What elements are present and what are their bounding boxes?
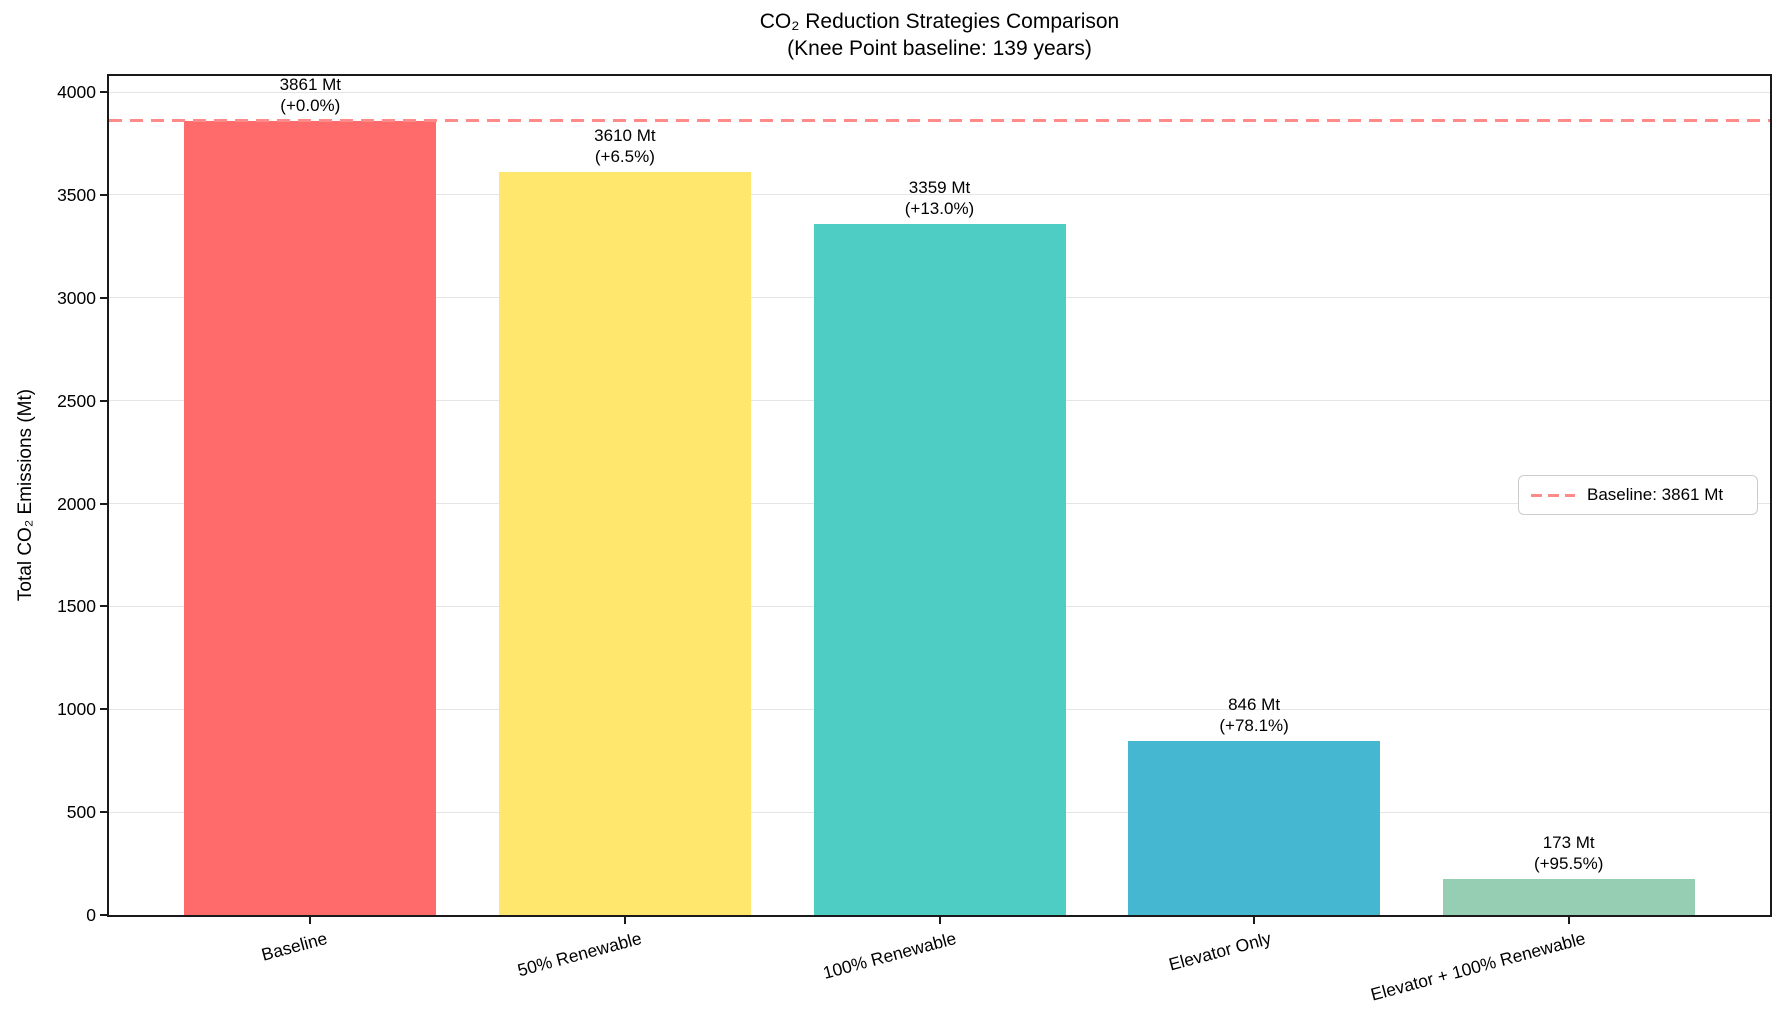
ytick-mark	[100, 193, 108, 196]
xtick-label-100-renewable: 100% Renewable	[820, 928, 959, 983]
bar-baseline	[184, 120, 437, 915]
bar-value-text: 3861 Mt	[279, 74, 342, 94]
bar-value-text: 3610 Mt	[594, 126, 656, 146]
bar-value-text: 173 Mt	[1542, 833, 1595, 853]
xtick-mark	[309, 916, 312, 924]
ytick-label-3000: 3000	[57, 287, 96, 308]
legend-label: Baseline: 3861 Mt	[1587, 485, 1724, 504]
xtick-mark	[623, 916, 626, 924]
plot-area: 3861 Mt (+0.0%) 3610 Mt (+6.5%) 3359 Mt (+13.…	[107, 74, 1772, 917]
bar-percent-text: (+0.0%)	[280, 95, 341, 115]
bar-value-text: 846 Mt	[1228, 694, 1281, 714]
xtick-mark	[1567, 916, 1570, 924]
ytick-mark	[100, 914, 108, 916]
ytick-mark	[100, 296, 108, 299]
bar-label: 3359 Mt (+13.0%)	[814, 177, 1066, 219]
bar-50-renewable	[498, 172, 751, 915]
bar-elevator-only	[1128, 740, 1381, 915]
bar-label: 3861 Mt (+0.0%)	[184, 74, 436, 116]
baseline-dash-icon	[1531, 493, 1575, 497]
xtick-label-baseline: Baseline	[259, 928, 330, 965]
ytick-label-2500: 2500	[57, 390, 96, 411]
xtick-label-elevator-only: Elevator Only	[1166, 928, 1274, 975]
gridline-3500	[109, 194, 1770, 196]
ytick-mark	[100, 91, 108, 93]
bar-percent-text: (+78.1%)	[1219, 715, 1289, 735]
bar-value-text: 3359 Mt	[908, 177, 971, 197]
ytick-mark	[100, 605, 108, 608]
xtick-label-50-renewable: 50% Renewable	[515, 928, 645, 981]
bar-100-renewable	[813, 223, 1066, 915]
ytick-label-1000: 1000	[57, 699, 96, 720]
bar-percent-text: (+13.0%)	[904, 198, 975, 218]
ytick-label-1500: 1500	[57, 596, 96, 617]
ytick-label-3500: 3500	[57, 184, 96, 205]
chart-title-block: CO₂ Reduction Strategies Comparison (Kne…	[109, 8, 1770, 62]
bar-percent-text: (+6.5%)	[594, 147, 655, 167]
xtick-mark	[938, 916, 941, 924]
bar-percent-text: (+95.5%)	[1533, 854, 1604, 874]
ytick-label-4000: 4000	[57, 82, 96, 102]
ytick-mark	[100, 399, 108, 402]
ytick-label-0: 0	[86, 905, 96, 925]
bar-elevator-100-renewable	[1442, 879, 1695, 915]
xtick-mark	[1253, 916, 1256, 924]
plot-inner: 3861 Mt (+0.0%) 3610 Mt (+6.5%) 3359 Mt (+13.…	[109, 74, 1770, 915]
ytick-mark	[100, 811, 108, 814]
chart-title: CO₂ Reduction Strategies Comparison	[759, 10, 1120, 33]
bar-label: 846 Mt (+78.1%)	[1128, 694, 1380, 736]
gridline-4000	[109, 91, 1770, 93]
xtick-label-elevator-100-renewable: Elevator + 100% Renewable	[1368, 928, 1588, 1005]
legend: Baseline: 3861 Mt	[1518, 475, 1758, 515]
ytick-mark	[100, 708, 108, 711]
ytick-mark	[100, 502, 108, 505]
baseline-dashed-line	[109, 119, 1770, 123]
chart-subtitle: (Knee Point baseline: 139 years)	[787, 37, 1092, 60]
bar-label: 173 Mt (+95.5%)	[1443, 832, 1695, 874]
ytick-label-500: 500	[66, 802, 96, 823]
ytick-label-2000: 2000	[57, 493, 96, 514]
bar-label: 3610 Mt (+6.5%)	[499, 125, 751, 167]
